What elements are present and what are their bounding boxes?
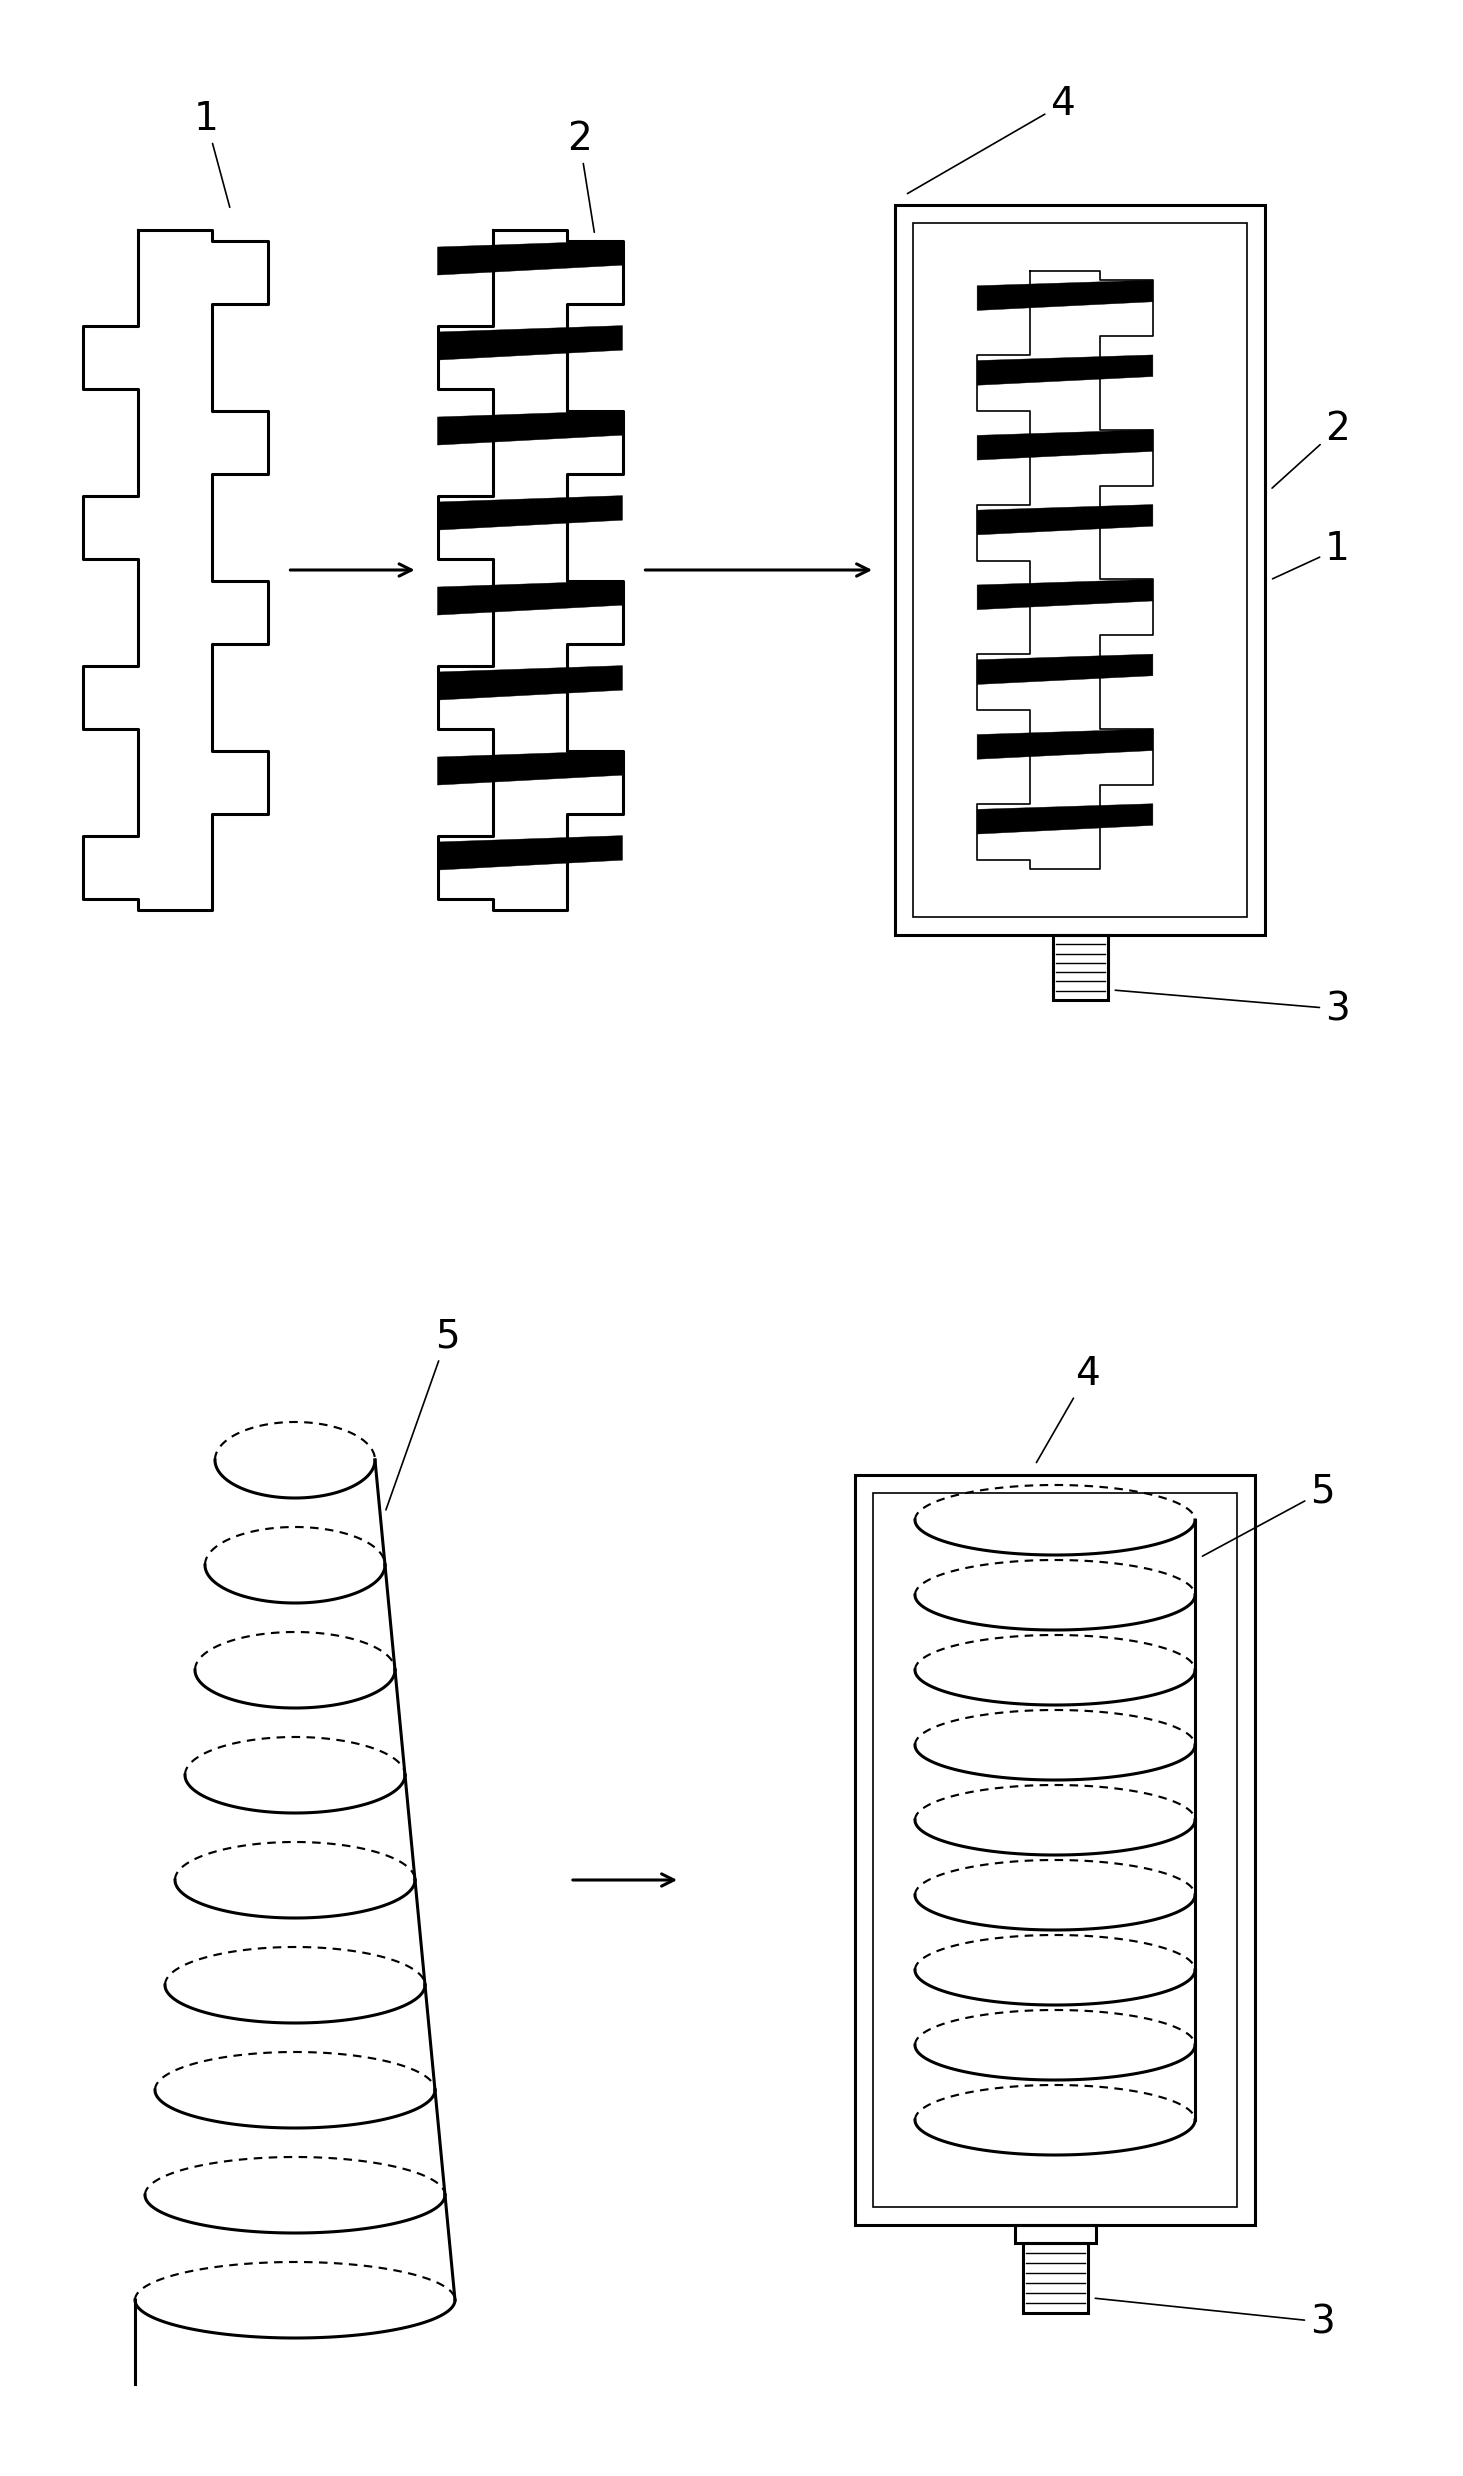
Polygon shape (437, 750, 622, 785)
Text: 2: 2 (1271, 411, 1350, 488)
Text: 3: 3 (1115, 990, 1350, 1028)
Polygon shape (437, 327, 622, 359)
Text: 4: 4 (907, 84, 1075, 193)
Polygon shape (437, 666, 622, 701)
Polygon shape (437, 495, 622, 530)
Polygon shape (977, 805, 1153, 834)
Bar (895, 206, 1265, 936)
Polygon shape (437, 411, 622, 446)
Polygon shape (437, 834, 622, 869)
Text: 5: 5 (1203, 1473, 1334, 1557)
Polygon shape (977, 579, 1153, 609)
Bar (854, 1476, 1255, 2226)
Text: 1: 1 (193, 99, 230, 208)
Bar (873, 1493, 1238, 2206)
Bar (1014, 2226, 1096, 2243)
Text: 3: 3 (1096, 2298, 1334, 2340)
Text: 5: 5 (386, 1317, 459, 1510)
Polygon shape (977, 431, 1153, 461)
Text: 1: 1 (1273, 530, 1350, 579)
Text: 2: 2 (568, 119, 594, 233)
Bar (913, 223, 1246, 916)
Polygon shape (437, 582, 622, 614)
Bar (1023, 2243, 1087, 2313)
Polygon shape (977, 354, 1153, 386)
Polygon shape (977, 728, 1153, 760)
Polygon shape (437, 240, 622, 275)
Polygon shape (977, 505, 1153, 535)
Text: 4: 4 (1036, 1354, 1100, 1463)
Polygon shape (977, 654, 1153, 683)
Bar (1052, 936, 1107, 1000)
Polygon shape (977, 280, 1153, 310)
